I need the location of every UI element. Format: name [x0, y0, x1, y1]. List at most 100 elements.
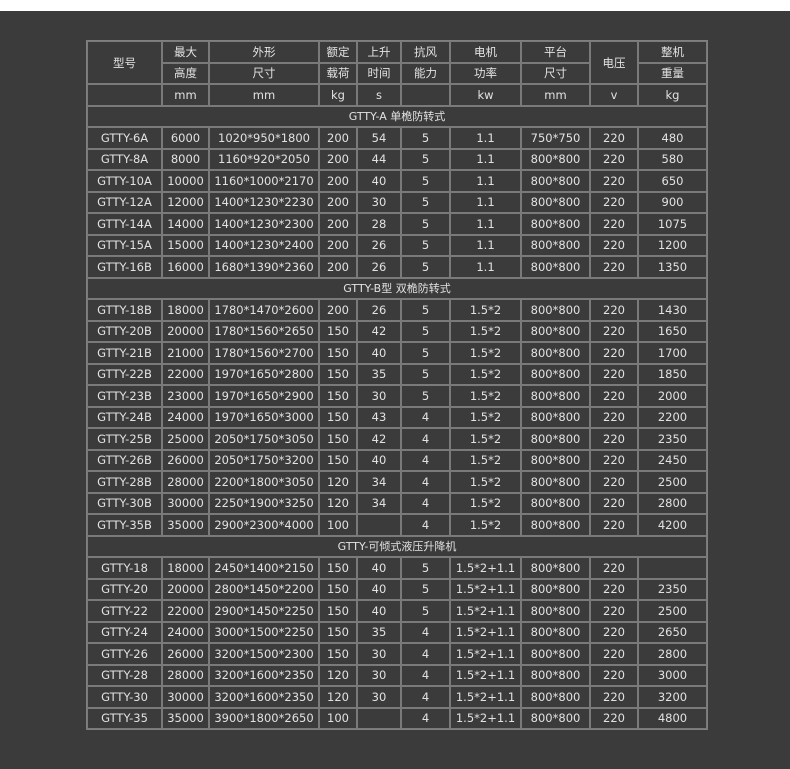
table-cell: 21000 — [162, 342, 209, 364]
section-row: GTTY-A 单桅防转式 — [87, 105, 707, 127]
table-row: GTTY-30B 30000 2250*1900*3250 120 34 4 1.5*2 80… — [87, 492, 707, 514]
table-cell: 200 — [319, 170, 357, 192]
table-cell: 5 — [401, 578, 450, 600]
header-unit: kg — [638, 84, 707, 106]
table-row: GTTY-24 24000 3000*1500*2250 150 35 4 1.5*2+1.… — [87, 621, 707, 643]
header-unit — [87, 84, 162, 106]
table-cell: 2650 — [638, 621, 707, 643]
table-cell: 1200 — [638, 234, 707, 256]
table-row: GTTY-15A 15000 1400*1230*2400 200 26 5 1.1 800*… — [87, 234, 707, 256]
table-cell: GTTY-26 — [87, 643, 162, 665]
table-cell: 750*750 — [521, 127, 590, 149]
header-units-row: mm mm kg s kw mm v kg — [87, 84, 707, 106]
table-cell: 220 — [590, 191, 638, 213]
section-row: GTTY-B型 双桅防转式 — [87, 277, 707, 299]
table-cell: 2450*1400*2150 — [209, 557, 319, 579]
table-cell: 100 — [319, 707, 357, 729]
table-cell: 3200 — [638, 686, 707, 708]
table-cell: 35000 — [162, 514, 209, 536]
table-cell: 3000 — [638, 664, 707, 686]
table-cell: GTTY-12A — [87, 191, 162, 213]
table-cell: 22000 — [162, 600, 209, 622]
table-cell: 5 — [401, 385, 450, 407]
table-cell: 800*800 — [521, 342, 590, 364]
header-unit: s — [357, 84, 401, 106]
table-cell: 1.5*2 — [450, 492, 521, 514]
table-cell: GTTY-16B — [87, 256, 162, 278]
table-cell: 16000 — [162, 256, 209, 278]
table-cell: 28000 — [162, 664, 209, 686]
table-cell: GTTY-8A — [87, 148, 162, 170]
table-cell: 220 — [590, 234, 638, 256]
table-cell: 1780*1560*2650 — [209, 320, 319, 342]
table-cell: 800*800 — [521, 213, 590, 235]
table-cell: 1.1 — [450, 127, 521, 149]
table-cell: 40 — [357, 342, 401, 364]
table-cell: 5 — [401, 299, 450, 321]
table-cell: 1.1 — [450, 148, 521, 170]
table-cell: 1.5*2+1.1 — [450, 686, 521, 708]
table-cell: 800*800 — [521, 471, 590, 493]
table-cell: 1350 — [638, 256, 707, 278]
table-cell: 54 — [357, 127, 401, 149]
table-cell: 1.1 — [450, 213, 521, 235]
header-cell: 时间 — [357, 62, 401, 84]
table-cell: 150 — [319, 449, 357, 471]
table-cell: 5 — [401, 191, 450, 213]
table-cell: 2050*1750*3050 — [209, 428, 319, 450]
table-cell: 4 — [401, 664, 450, 686]
table-cell: 220 — [590, 557, 638, 579]
table-cell: GTTY-10A — [87, 170, 162, 192]
table-cell: 4 — [401, 428, 450, 450]
table-cell: 1.5*2 — [450, 320, 521, 342]
table-cell: 1.1 — [450, 234, 521, 256]
table-cell: GTTY-28 — [87, 664, 162, 686]
table-cell: 1.5*2+1.1 — [450, 707, 521, 729]
header-cell: 整机 — [638, 41, 707, 63]
table-cell: 22000 — [162, 363, 209, 385]
table-cell: 220 — [590, 600, 638, 622]
table-cell: 26 — [357, 299, 401, 321]
table-cell: 5 — [401, 170, 450, 192]
table-cell: 800*800 — [521, 385, 590, 407]
table-row: GTTY-18 18000 2450*1400*2150 150 40 5 1.5*2+1.… — [87, 557, 707, 579]
table-cell: 3200*1500*2300 — [209, 643, 319, 665]
table-cell: 1970*1650*2900 — [209, 385, 319, 407]
table-cell: 100 — [319, 514, 357, 536]
table-cell: 40 — [357, 578, 401, 600]
table-cell: 220 — [590, 127, 638, 149]
header-cell: 重量 — [638, 62, 707, 84]
table-cell: GTTY-15A — [87, 234, 162, 256]
table-cell: 220 — [590, 320, 638, 342]
table-cell: 5 — [401, 234, 450, 256]
table-cell: 35000 — [162, 707, 209, 729]
table-cell: 8000 — [162, 148, 209, 170]
table-cell: 150 — [319, 621, 357, 643]
table-cell: 2900*2300*4000 — [209, 514, 319, 536]
table-cell: 800*800 — [521, 643, 590, 665]
table-cell: GTTY-22 — [87, 600, 162, 622]
table-cell: 1.5*2 — [450, 342, 521, 364]
table-cell: GTTY-35B — [87, 514, 162, 536]
table-cell: 40 — [357, 600, 401, 622]
table-cell: 220 — [590, 449, 638, 471]
table-cell: 30 — [357, 643, 401, 665]
table-cell: 26 — [357, 234, 401, 256]
table-cell: 28000 — [162, 471, 209, 493]
table-cell: 1.5*2 — [450, 428, 521, 450]
table-cell: 800*800 — [521, 148, 590, 170]
table-cell: 120 — [319, 471, 357, 493]
table-cell: 1.5*2 — [450, 299, 521, 321]
table-row: GTTY-10A 10000 1160*1000*2170 200 40 5 1.1 800*… — [87, 170, 707, 192]
table-row: GTTY-35 35000 3900*1800*2650 100 4 1.5*2+1.1 8… — [87, 707, 707, 729]
table-cell: 4 — [401, 643, 450, 665]
table-cell: 220 — [590, 686, 638, 708]
table-cell: 30000 — [162, 686, 209, 708]
table-cell: 30 — [357, 664, 401, 686]
table-cell: 5 — [401, 342, 450, 364]
header-unit: kw — [450, 84, 521, 106]
header-unit: mm — [521, 84, 590, 106]
table-cell: 480 — [638, 127, 707, 149]
table-cell: 1.5*2 — [450, 406, 521, 428]
table-cell: 40 — [357, 557, 401, 579]
